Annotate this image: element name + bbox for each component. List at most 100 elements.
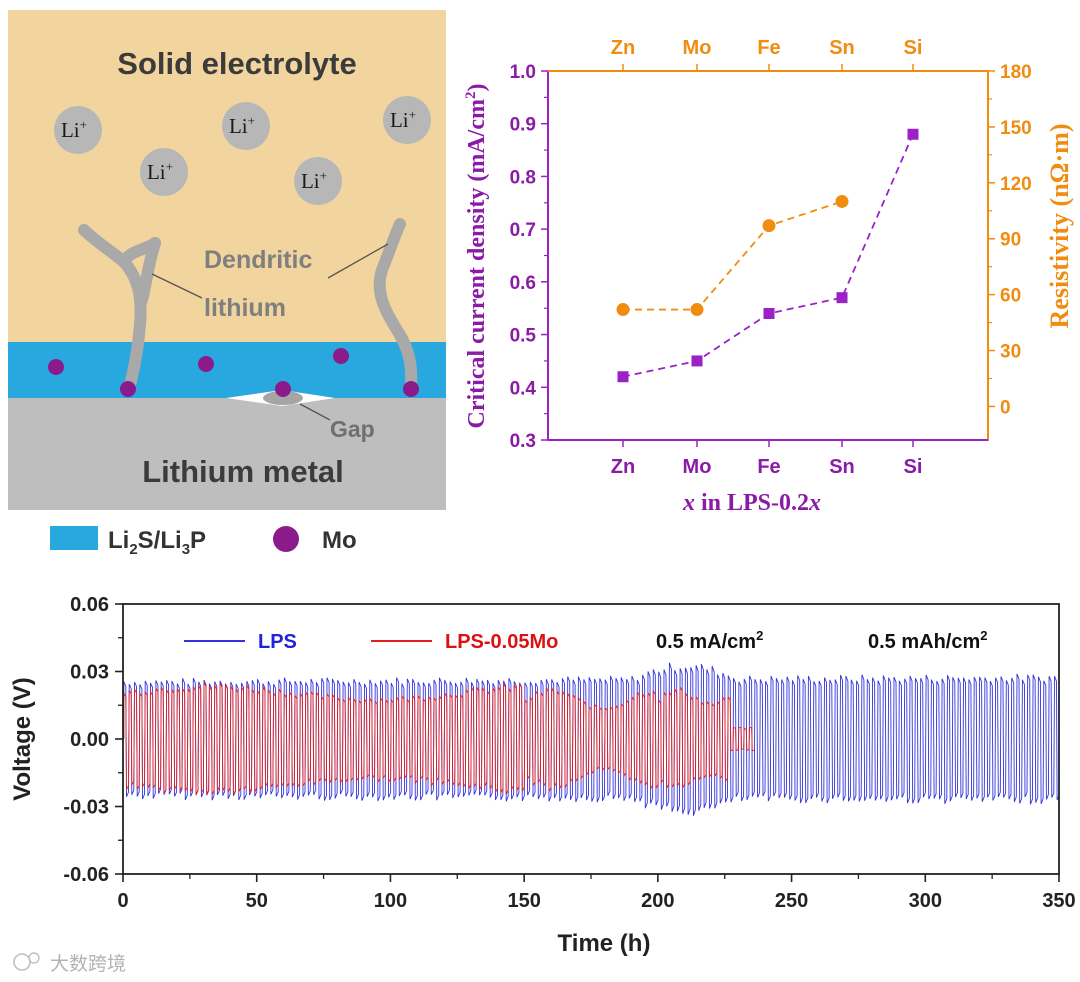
svg-text:Li+: Li+ [301,168,327,193]
mo-dot [198,356,214,372]
metal-label: Lithium metal [142,454,344,489]
chart2-xtick-label: 50 [246,890,268,912]
chart1-ytick-right-label: 60 [1000,286,1021,307]
ion-label: Li [390,108,409,132]
svg-text:Li+: Li+ [229,113,255,138]
chart1-ytick-right-label: 0 [1000,397,1011,418]
svg-text:Li+: Li+ [390,107,416,132]
chart1-ytick-right-label: 90 [1000,230,1021,251]
chart1-ytick-left-label: 0.8 [510,167,536,188]
chart1-ytick-left-label: 0.6 [510,273,536,294]
chart2-legend: LPS LPS-0.05Mo 0.5 mA/cm2 0.5 mAh/cm2 [184,628,988,653]
chart1-ytick-left-label: 0.3 [510,431,536,452]
dendrite-left [78,224,161,391]
annotation-capacity: 0.5 mAh/cm2 [868,628,988,653]
li-ion: Li+ [54,106,102,154]
ion-label: Li [229,114,248,138]
chart1-top-tick-label: Sn [829,37,855,59]
chart1-xlabel: x in LPS-0.2x [682,490,821,516]
chart1-ytick-left-label: 0.7 [510,220,536,241]
legend-label-lps-mo: LPS-0.05Mo [445,631,558,653]
chart1-xtick-label: Sn [829,456,855,478]
chart1-ytick-right-label: 150 [1000,118,1032,139]
dendrite-right [373,218,418,391]
ion-charge: + [248,113,255,128]
ion-label: Li [301,169,320,193]
chart1-xtick-label: Fe [757,456,780,478]
chart1-ytick-left-label: 1.0 [510,62,536,83]
chart1-xtick-label: Mo [683,456,712,478]
chart1-plot-frame [547,70,989,441]
dendrite-label-2: lithium [204,294,286,322]
chart1-resistivity-point [616,303,630,317]
chart1-ytick-left-label: 0.9 [510,115,536,136]
mo-dot [333,348,349,364]
chart1-ccd-point [691,355,703,367]
chart2-ytick-label: 0.06 [70,594,109,616]
chart1-series-line [623,200,843,311]
gap-label: Gap [330,416,375,442]
chart1-top-tick-label: Si [904,37,923,59]
chart1-series-line [622,133,914,378]
li-ion: Li+ [222,102,270,150]
chart2-xtick-label: 300 [909,890,942,912]
mo-dot [275,381,291,397]
chart1-ccd-point [763,307,775,319]
chart1-resistivity-point [835,194,849,208]
gap-lithium-blob [263,391,303,405]
schematic-legend: Li2S/Li3P Mo [50,526,357,558]
chart1-xtick-label: Si [904,456,923,478]
chart1-resistivity-point [762,219,776,233]
ion-label: Li [61,118,80,142]
chart1-top-tick-label: Zn [611,37,635,59]
chart1-xtick-label: Zn [611,456,635,478]
legend-dot-label: Mo [322,527,357,554]
legend-dot-swatch [273,526,299,552]
ion-charge: + [409,107,416,122]
li-ion: Li+ [140,148,188,196]
chart2-xtick-label: 100 [374,890,407,912]
series-lps-mo-trace [123,681,755,796]
ion-label: Li [147,160,166,184]
chart1-ccd-point [617,371,629,383]
interlayer-region [8,342,446,398]
chart2-ytick-label: -0.03 [63,797,109,819]
chart2-xtick-label: 150 [507,890,540,912]
chart1-ytick-right-label: 30 [1000,342,1021,363]
chart1-ccd-point [907,128,919,140]
chart2-xtick-label: 0 [117,890,128,912]
electrolyte-region [8,10,446,342]
chart2-xtick-label: 350 [1042,890,1075,912]
chart2-xtick-label: 250 [775,890,808,912]
ccd-resistivity-chart: 0.3 0.4 0.5 0.6 0.7 0.8 0.9 1.0 0 30 60 90 120 150 18… [463,37,1074,516]
chart2-ytick-label: 0.03 [70,662,109,684]
ion-charge: + [320,168,327,183]
chart1-top-tick-label: Mo [683,37,712,59]
legend-label-lps: LPS [258,631,297,653]
chart1-top-tick-label: Fe [757,37,780,59]
ion-charge: + [166,159,173,174]
mo-dot [403,381,419,397]
mo-dot [120,381,136,397]
annotation-current-density: 0.5 mA/cm2 [656,628,763,653]
chart1-ytick-left-label: 0.5 [510,326,537,347]
chart1-ylabel-right: Resistivity (nΩ·m) [1045,124,1074,329]
chart2-ytick-label: 0.00 [70,729,109,751]
dendrite-pointer-left [151,273,203,299]
svg-text:Li+: Li+ [147,159,173,184]
dendrite-pointer-right [327,243,389,279]
chart1-ccd-point [836,292,848,304]
chart1-ytick-right-label: 120 [1000,174,1032,195]
watermark-logo-icon [13,953,31,971]
li-ion: Li+ [383,96,431,144]
schematic-title: Solid electrolyte [117,46,356,81]
chart2-ylabel: Voltage (V) [9,677,36,801]
dendrite-label-1: Dendritic [204,246,312,274]
mo-dot [48,359,64,375]
svg-text:Li+: Li+ [61,117,87,142]
watermark: 大数跨境 [13,952,126,975]
watermark-text: 大数跨境 [50,953,126,975]
chart1-ylabel-left: Critical current density (mA/cm2) [463,84,490,429]
legend-layer-label: Li2S/Li3P [108,527,206,558]
